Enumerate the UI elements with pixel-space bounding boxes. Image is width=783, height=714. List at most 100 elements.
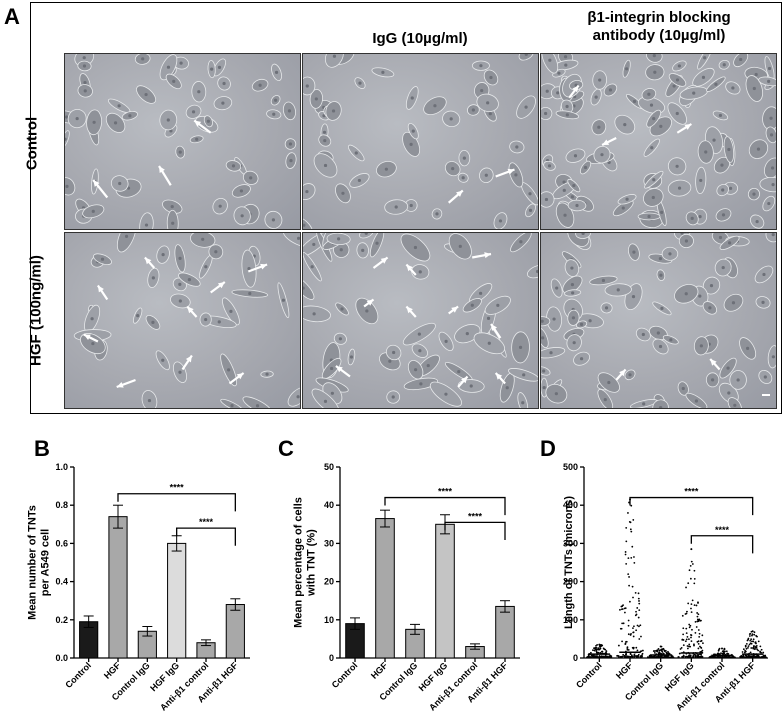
data-point-d	[722, 650, 725, 652]
cell-nucleus	[731, 86, 735, 90]
data-point-d	[641, 654, 643, 657]
data-point-d	[759, 645, 762, 648]
data-point-d	[636, 624, 639, 627]
data-point-d	[697, 602, 699, 604]
cell-nucleus	[462, 156, 466, 160]
cell-nucleus	[128, 114, 132, 118]
cell-nucleus	[541, 319, 544, 323]
cell-nucleus	[515, 145, 519, 149]
cell-nucleus	[767, 201, 771, 206]
cell-nucleus	[204, 317, 208, 322]
data-point-d	[620, 655, 623, 658]
data-point-d	[619, 627, 622, 630]
cell-nucleus	[170, 205, 174, 209]
data-point-d	[682, 655, 685, 657]
cell-nucleus	[659, 405, 663, 408]
cell-nucleus	[699, 344, 703, 348]
arrow-icon	[236, 373, 244, 380]
column-header-igg: IgG (10µg/ml)	[372, 30, 468, 47]
data-point-d	[624, 553, 627, 556]
cell-nucleus	[524, 105, 528, 109]
data-point-d	[693, 653, 696, 656]
cell-nucleus	[731, 301, 736, 305]
cell-nucleus	[391, 395, 395, 399]
micrograph-cells	[65, 54, 297, 229]
cell-nucleus	[756, 147, 761, 151]
data-point-d	[688, 623, 691, 626]
data-point-d	[596, 644, 599, 646]
cell-nucleus	[647, 214, 651, 219]
cell-nucleus	[218, 204, 222, 208]
data-point-d	[700, 619, 702, 622]
data-point-d	[625, 540, 628, 543]
data-point-d	[664, 655, 667, 658]
cell-nucleus	[739, 57, 743, 62]
data-point-d	[753, 645, 755, 648]
cell-nucleus	[303, 286, 305, 290]
cell-nucleus	[754, 72, 758, 77]
data-point-d	[698, 618, 701, 621]
arrow-icon	[710, 359, 717, 366]
data-point-d	[595, 655, 598, 658]
data-point-d	[622, 653, 625, 656]
data-point-d	[741, 656, 744, 659]
significance-label-c: ****	[468, 511, 483, 521]
data-point-d	[635, 610, 637, 613]
cell-nucleus	[144, 92, 148, 97]
x-tick-label-d: Control	[574, 660, 604, 690]
micrograph-r1-c1	[302, 232, 539, 409]
cell-nucleus	[733, 403, 737, 407]
data-point-d	[686, 645, 689, 647]
data-point-d	[682, 639, 685, 641]
scale-bar	[762, 394, 770, 396]
cell-nucleus	[248, 291, 252, 296]
data-point-d	[744, 649, 747, 652]
cell-nucleus	[570, 266, 574, 270]
arrow-icon	[572, 85, 579, 93]
data-point-d	[686, 636, 689, 638]
significance-bracket-b	[117, 493, 236, 512]
y-tick-label-c: 40	[324, 500, 334, 510]
data-point-d	[590, 656, 592, 659]
data-point-d	[694, 631, 697, 634]
cell-nucleus	[90, 317, 94, 321]
data-point-d	[633, 655, 636, 658]
data-point-d	[701, 649, 704, 652]
arrow-icon	[93, 180, 100, 187]
cell-nucleus	[649, 103, 654, 107]
cell-nucleus	[82, 64, 87, 68]
data-point-d	[701, 634, 704, 637]
cell-nucleus	[621, 206, 625, 210]
data-point-d	[697, 642, 700, 645]
cell-nucleus	[117, 104, 121, 108]
data-point-d	[680, 646, 683, 649]
data-point-d	[698, 635, 701, 638]
arrow-icon	[185, 355, 192, 363]
cell-nucleus	[172, 79, 176, 84]
cell-nucleus	[178, 282, 182, 286]
cell-nucleus	[769, 116, 773, 120]
cell-nucleus	[658, 257, 663, 261]
data-point-d	[689, 577, 692, 580]
cell-nucleus	[227, 368, 231, 372]
data-point-d	[688, 643, 691, 646]
data-point-d	[656, 656, 659, 658]
data-point-d	[693, 569, 696, 572]
data-point-d	[629, 521, 632, 524]
cell-nucleus	[660, 306, 664, 310]
cell-nucleus	[608, 88, 613, 92]
arrow-icon	[380, 257, 388, 264]
cell-nucleus	[486, 316, 491, 320]
data-point-d	[598, 656, 601, 659]
arrow-icon	[451, 306, 459, 313]
data-point-d	[690, 611, 693, 614]
cell-nucleus	[701, 75, 706, 79]
cell-nucleus	[480, 88, 484, 93]
arrow-icon	[97, 285, 104, 293]
cell-nucleus	[496, 303, 500, 307]
data-point-d	[697, 613, 700, 616]
cell-nucleus	[771, 182, 775, 187]
data-point-d	[747, 637, 750, 640]
cell-nucleus	[579, 322, 584, 326]
cell-nucleus	[528, 208, 533, 212]
